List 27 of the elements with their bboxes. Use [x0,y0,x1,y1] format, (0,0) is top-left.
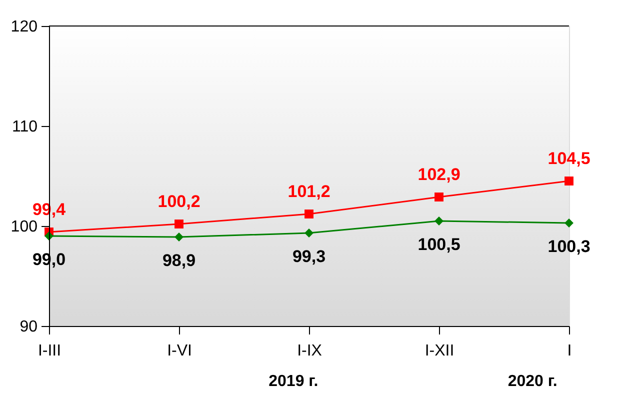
x-tick-label: I-IX [297,342,322,360]
y-tick-label: 120 [10,18,38,36]
data-label: 102,9 [418,165,460,184]
data-label: 100,3 [548,237,590,256]
point [434,192,444,202]
point [174,232,184,242]
data-label: 100,5 [418,235,460,254]
data-label: 104,5 [548,149,590,168]
text: 2019 г. [268,373,318,390]
point [174,220,184,228]
y-tick-label: 110 [12,118,38,136]
data-label: 100,2 [158,192,200,211]
text: 2020 г. [508,373,558,390]
y-tick-label: 100 [10,218,38,236]
data-label: 99,3 [292,247,326,266]
x-tick-label: I-III [38,342,62,360]
data-label: 98,9 [162,251,196,270]
y-tick-label: 90 [20,318,38,336]
point [434,216,444,226]
point [564,218,574,228]
data-label: 101,2 [288,182,330,201]
x-tick-label: I-VI [167,342,192,360]
point [304,210,314,218]
point [564,176,574,186]
x-tick-label: I-XII [424,342,454,360]
x-tick-label: I [567,342,572,360]
point [304,228,314,238]
